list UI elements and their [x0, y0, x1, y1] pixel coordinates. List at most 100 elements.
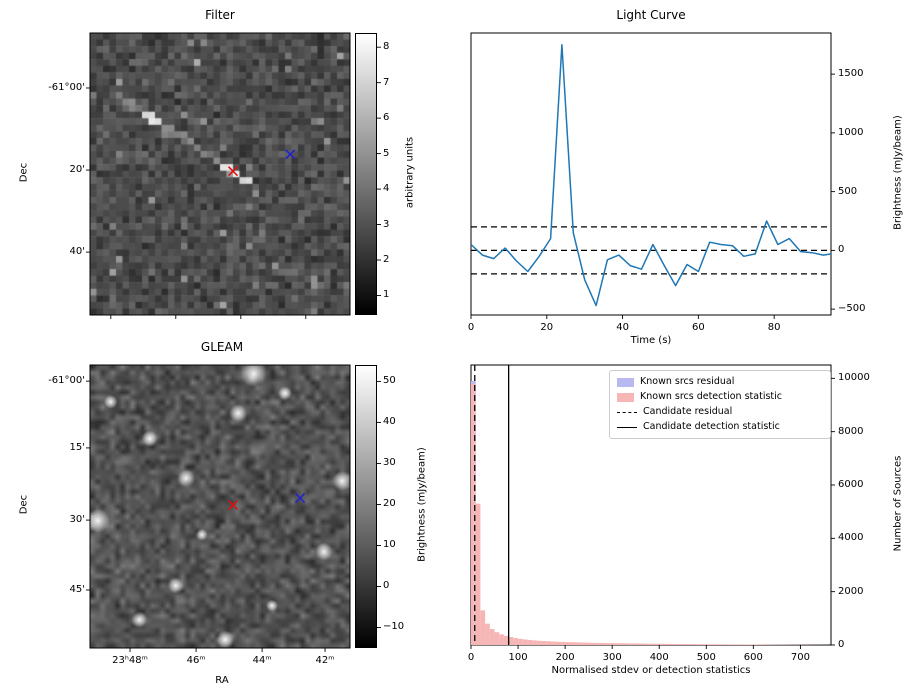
known-detection-bar	[555, 641, 561, 645]
filter-axes-frame	[89, 32, 351, 316]
known-detection-bar	[503, 635, 509, 645]
known-detection-bar	[626, 643, 631, 645]
known-detection-bar	[711, 644, 716, 645]
legend-line-swatch	[617, 426, 637, 428]
known-detection-bar	[588, 642, 594, 645]
known-detection-bar	[541, 641, 547, 645]
known-detection-bar	[569, 642, 575, 645]
gleam-xtick-label: 44ᵐ	[252, 655, 272, 666]
histogram-ytick-label: 0	[838, 639, 845, 650]
known-detection-bar	[616, 643, 622, 645]
light-curve-ytick-label: 500	[838, 185, 858, 197]
known-detection-bar	[729, 644, 735, 645]
known-detection-bar	[499, 634, 504, 645]
histogram-ytick-label: 4000	[838, 532, 864, 544]
known-detection-bar	[668, 643, 674, 645]
known-detection-bar	[536, 640, 542, 645]
filter-colorbar-tick-label: 2	[383, 254, 390, 266]
filter-colorbar-tick-label: 7	[383, 76, 390, 88]
known-detection-bar	[696, 644, 702, 645]
known-detection-bar	[635, 643, 641, 645]
light-curve-xtick-label: 20	[540, 322, 554, 333]
gleam-ytick-label: 30'	[69, 514, 85, 526]
gleam-colorbar-tick-label: −10	[383, 621, 405, 633]
known-detection-bar	[598, 642, 603, 645]
filter-colorbar	[355, 33, 377, 315]
known-detection-bar	[475, 503, 481, 645]
known-detection-bar	[546, 641, 551, 645]
known-detection-bar	[522, 639, 528, 645]
light-curve-ylabel: Brightness (mJy/beam)	[892, 115, 904, 230]
known-detection-bar	[560, 641, 566, 645]
blue-x-marker	[295, 492, 306, 504]
red-x-marker	[227, 500, 239, 511]
light-curve-xtick-label: 0	[467, 322, 475, 333]
known-detection-bar	[692, 644, 697, 645]
light-curve-ytick-label: 0	[838, 244, 845, 256]
known-detection-bar	[725, 644, 730, 645]
filter-colorbar-tick-label: 1	[383, 289, 390, 301]
known-detection-bar	[579, 642, 584, 645]
known-detection-bar	[551, 641, 556, 645]
known-detection-bar	[682, 644, 688, 645]
histogram-xtick-label: 600	[743, 652, 763, 663]
known-detection-bar	[654, 643, 660, 645]
known-detection-bar	[513, 638, 519, 645]
known-detection-bar	[621, 643, 627, 645]
histogram-xlabel: Normalised stdev or detection statistics	[551, 665, 751, 676]
known-detection-bar	[720, 644, 726, 645]
gleam-colorbar-tick-label: 30	[383, 457, 396, 469]
filter-ytick-label: -61°00'	[48, 81, 85, 93]
known-detection-bar	[518, 638, 523, 645]
legend-patch-swatch	[617, 392, 634, 402]
light-curve-title: Light Curve	[616, 8, 686, 22]
known-detection-bar	[602, 643, 608, 645]
histogram-xtick-label: 100	[508, 652, 528, 663]
gleam-colorbar-label: Brightness (mJy/beam)	[416, 447, 428, 562]
known-detection-bar	[480, 610, 486, 645]
legend-entry: Candidate detection statistic	[617, 421, 823, 433]
filter-colorbar-tick-label: 8	[383, 41, 390, 53]
known-detection-bar	[631, 643, 636, 645]
filter-colorbar-tick-label: 6	[383, 112, 390, 124]
known-detection-bar	[607, 643, 613, 645]
filter-colorbar-tick-label: 3	[383, 218, 390, 230]
known-detection-bar	[743, 644, 749, 645]
legend-entry: Known srcs residual	[617, 376, 823, 388]
legend-entry: Known srcs detection statistic	[617, 391, 823, 403]
histogram-ylabel: Number of Sources	[892, 455, 904, 552]
known-detection-bar	[527, 639, 533, 645]
gleam-colorbar-tick-label: 40	[383, 416, 396, 428]
legend-label: Candidate detection statistic	[643, 421, 780, 432]
known-detection-bar	[706, 644, 711, 645]
filter-ytick-label: 40'	[69, 246, 85, 258]
legend-label: Candidate residual	[643, 406, 733, 417]
legend-label: Known srcs detection statistic	[640, 391, 782, 402]
known-detection-bar	[508, 637, 514, 645]
known-detection-bar	[701, 644, 707, 645]
known-detection-bar	[663, 643, 669, 645]
known-detection-bar	[532, 640, 537, 645]
gleam-ytick-label: -61°00'	[48, 375, 85, 387]
blue-x-marker	[285, 149, 296, 160]
known-detection-bar	[485, 623, 490, 645]
light-curve-ytick-label: 1000	[838, 126, 864, 138]
known-detection-bar	[673, 643, 679, 645]
light-curve-xtick-label: 40	[616, 322, 629, 333]
known-detection-bar	[494, 632, 500, 645]
gleam-axes-frame	[89, 364, 351, 649]
gleam-xtick-label: 46ᵐ	[186, 655, 206, 666]
histogram-xtick-label: 200	[555, 652, 575, 663]
filter-ytick-label: 20'	[69, 164, 85, 176]
gleam-colorbar-tick-label: 0	[383, 580, 390, 592]
light-curve-line	[470, 44, 832, 307]
gleam-title: GLEAM	[200, 340, 244, 354]
gleam-colorbar	[355, 365, 377, 648]
light-curve-ytick-label: 1500	[838, 68, 864, 80]
light-curve-ytick-label: −500	[838, 303, 866, 315]
filter-colorbar-label: arbitrary units	[404, 136, 416, 209]
histogram-legend: Known srcs residual Known srcs detection …	[609, 370, 831, 439]
known-detection-bar	[612, 643, 617, 645]
histogram-xtick-label: 500	[696, 652, 716, 663]
